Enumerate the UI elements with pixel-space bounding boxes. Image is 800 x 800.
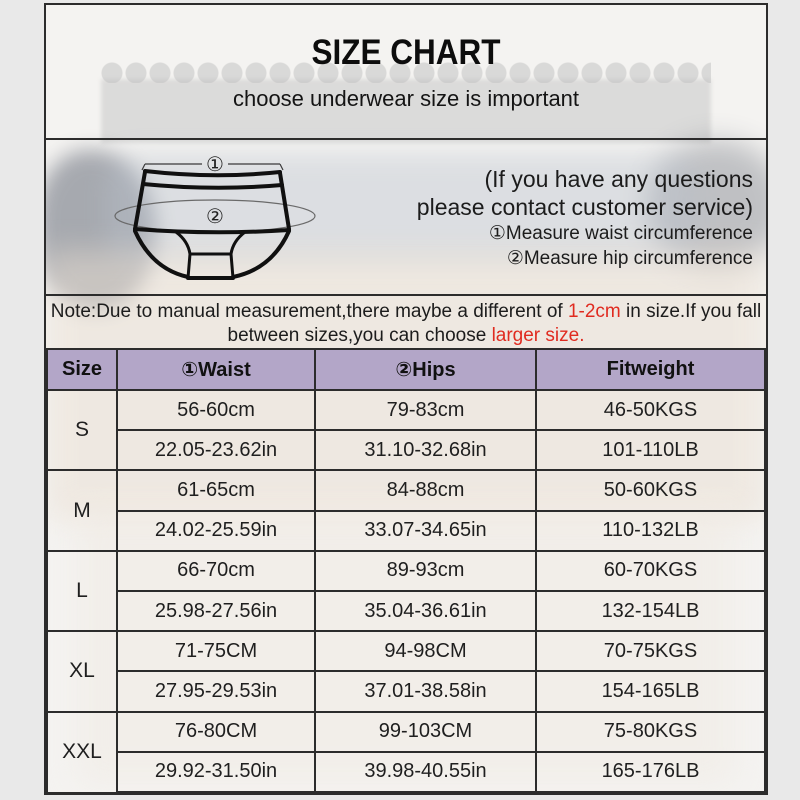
customer-service-note: (If you have any questions please contac… (417, 166, 753, 271)
table-header-row: Size ①Waist ②Hips Fitweight (46, 348, 766, 391)
col-header-waist: ①Waist (116, 348, 316, 391)
table-row: 27.95-29.53in 37.01-38.58in 154-165LB (47, 670, 766, 713)
fitweight-lb: 101-110LB (535, 429, 766, 472)
waist-marker-1: ① (206, 154, 224, 176)
fitweight-lb: 132-154LB (535, 589, 766, 633)
measure-guide-section: ① ② (If you have any questions please co… (46, 140, 766, 296)
size-table: Size ①Waist ②Hips Fitweight S 56-60cm 79… (46, 348, 766, 793)
measurement-note: Note:Due to manual measurement,there may… (46, 296, 766, 348)
fitweight-kgs: 46-50KGS (535, 388, 766, 431)
measure-waist-instruction: ①Measure waist circumference (488, 223, 753, 245)
col-header-fitweight: Fitweight (535, 348, 766, 391)
size-label: M (46, 469, 118, 552)
table-row: XXL 76-80CM 99-103CM 75-80KGS (46, 710, 766, 793)
hips-cm: 89-93cm (314, 549, 537, 592)
note-line-2: between sizes,you can choose larger size… (46, 324, 766, 348)
waist-cm: 61-65cm (116, 469, 316, 512)
table-row: S 56-60cm 79-83cm 46-50KGS (46, 388, 766, 471)
fitweight-lb: 110-132LB (535, 509, 766, 552)
info-line-2: please contact customer service) (416, 193, 753, 220)
waist-in: 22.05-23.62in (116, 429, 316, 472)
waist-cm: 76-80CM (116, 710, 316, 753)
size-label: L (46, 549, 118, 632)
fitweight-lb: 165-176LB (535, 750, 766, 793)
measure-hip-instruction: ②Measure hip circumference (506, 247, 753, 269)
hips-in: 33.07-34.65in (314, 509, 537, 552)
underwear-diagram: ① ② (114, 154, 316, 280)
table-row: 24.02-25.59in 33.07-34.65in 110-132LB (47, 509, 766, 552)
fitweight-kgs: 75-80KGS (535, 710, 766, 753)
note-text: in size.If you fall (620, 301, 762, 322)
fitweight-kgs: 50-60KGS (535, 469, 766, 512)
table-row: L 66-70cm 89-93cm 60-70KGS (46, 549, 766, 632)
table-row: 25.98-27.56in 35.04-36.61in 132-154LB (47, 589, 766, 633)
waist-cm: 56-60cm (116, 388, 316, 431)
table-row: 29.92-31.50in 39.98-40.55in 165-176LB (47, 750, 766, 793)
info-line-1: (If you have any questions (484, 166, 754, 192)
hips-in: 31.10-32.68in (314, 429, 537, 472)
waist-in: 24.02-25.59in (116, 509, 316, 552)
hips-cm: 99-103CM (314, 710, 537, 753)
col-header-size: Size (46, 348, 118, 391)
note-text: Note:Due to manual measurement,there may… (50, 301, 568, 322)
waist-dimension-line (141, 163, 284, 171)
note-highlight-1: 1-2cm (567, 301, 621, 322)
table-row: 22.05-23.62in 31.10-32.68in 101-110LB (47, 429, 766, 472)
waist-in: 27.95-29.53in (116, 670, 316, 713)
note-text: between sizes,you can choose (227, 325, 492, 346)
size-label: XXL (46, 710, 118, 793)
note-line-1: Note:Due to manual measurement,there may… (46, 300, 766, 324)
hips-cm: 94-98CM (314, 630, 537, 672)
table-row: M 61-65cm 84-88cm 50-60KGS (46, 469, 766, 552)
fitweight-kgs: 60-70KGS (535, 549, 766, 592)
size-chart-sheet: SIZE CHART choose underwear size is impo… (44, 3, 768, 795)
note-highlight-2: larger size. (491, 325, 585, 346)
waist-cm: 66-70cm (116, 549, 316, 592)
size-label: XL (46, 630, 118, 713)
hips-in: 39.98-40.55in (314, 750, 537, 793)
title-section: SIZE CHART choose underwear size is impo… (46, 5, 766, 140)
hips-cm: 79-83cm (314, 388, 537, 431)
size-table-section: Size ①Waist ②Hips Fitweight S 56-60cm 79… (46, 348, 766, 793)
waist-in: 25.98-27.56in (116, 589, 316, 633)
hips-cm: 84-88cm (314, 469, 537, 512)
table-row: XL 71-75CM 94-98CM 70-75KGS (46, 630, 766, 713)
waist-in: 29.92-31.50in (116, 750, 316, 793)
waist-cm: 71-75CM (116, 630, 316, 672)
hips-in: 37.01-38.58in (314, 670, 537, 713)
page-title: SIZE CHART (311, 33, 501, 72)
fitweight-kgs: 70-75KGS (535, 630, 766, 672)
hips-in: 35.04-36.61in (314, 589, 537, 633)
col-header-hips: ②Hips (314, 348, 537, 391)
hip-marker-2: ② (206, 206, 224, 228)
page-subtitle: choose underwear size is important (232, 86, 580, 111)
size-label: S (46, 388, 118, 471)
fitweight-lb: 154-165LB (535, 670, 766, 713)
